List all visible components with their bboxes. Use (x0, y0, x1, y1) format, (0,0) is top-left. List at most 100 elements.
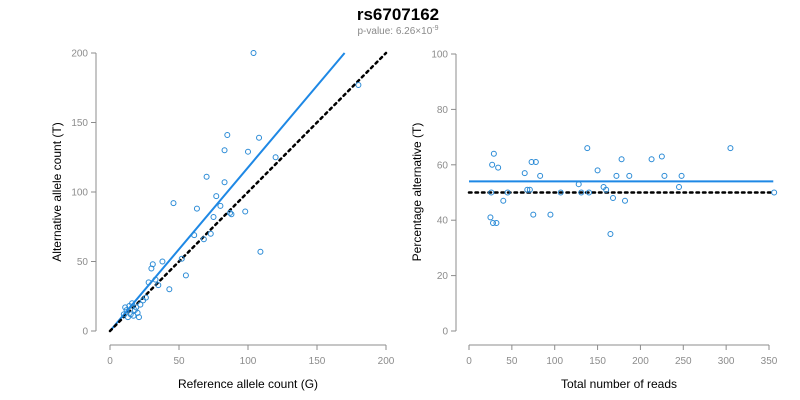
data-point (256, 134, 263, 141)
right-scatter-panel: 0 20 40 60 80 100 0 50 100 150 200 250 300 350 Total… (410, 50, 778, 392)
y-tick-label: 40 (437, 216, 449, 227)
y-tick-label: 0 (442, 327, 448, 338)
data-point (203, 173, 210, 180)
data-point (170, 200, 177, 207)
y-tick-label: 80 (437, 105, 449, 116)
data-point (191, 232, 198, 239)
data-point (213, 193, 220, 200)
left-y-axis-title: Alternative allele count (T) (50, 122, 64, 261)
subtitle-prefix: p-value: 6.26×10 (357, 26, 432, 37)
data-point (557, 189, 564, 196)
data-point (123, 307, 130, 314)
data-point (530, 211, 537, 218)
y-tick-label: 100 (71, 188, 88, 199)
data-point (159, 258, 166, 265)
data-point (771, 189, 778, 196)
left-x-ticks: 0 50 100 150 200 (107, 345, 395, 367)
data-point (489, 161, 496, 168)
left-lines (108, 51, 388, 333)
data-point (210, 214, 217, 221)
data-point (661, 172, 668, 179)
data-point (217, 202, 224, 209)
data-point (607, 231, 614, 238)
data-point (137, 301, 144, 308)
x-tick-label: 200 (378, 356, 395, 367)
right-x-ticks: 0 50 100 150 200 250 300 350 (466, 345, 778, 367)
x-tick-label: 150 (589, 356, 606, 367)
data-point (488, 189, 495, 196)
data-point (727, 145, 734, 152)
data-point (493, 219, 500, 226)
x-tick-label: 100 (546, 356, 563, 367)
right-y-axis-title: Percentage alternative (T) (410, 123, 424, 262)
y-tick-label: 50 (77, 257, 89, 268)
data-point (490, 219, 496, 226)
data-point (227, 209, 234, 216)
right-x-axis-title: Total number of reads (561, 377, 677, 391)
data-point (526, 186, 533, 193)
data-point (228, 211, 235, 218)
data-point (622, 197, 628, 204)
x-tick-label: 150 (309, 356, 326, 367)
y-tick-label: 60 (437, 160, 449, 171)
data-point (245, 148, 251, 155)
data-point (528, 159, 535, 166)
data-point (152, 276, 159, 283)
y-tick-label: 100 (431, 50, 448, 61)
subtitle-exponent: -9 (432, 25, 438, 32)
y-tick-label: 0 (82, 327, 88, 338)
data-point (575, 181, 582, 188)
data-point (129, 300, 136, 307)
data-point (648, 156, 655, 163)
data-point (594, 167, 601, 174)
data-point (130, 312, 137, 319)
data-point (272, 154, 279, 161)
data-point (166, 286, 173, 293)
data-point (658, 153, 665, 160)
fit-line (109, 52, 346, 332)
left-points (120, 50, 362, 321)
data-point (500, 197, 507, 204)
data-point (584, 145, 591, 152)
left-y-ticks: 0 50 100 150 200 (71, 49, 96, 338)
data-point (626, 172, 633, 179)
x-tick-label: 0 (466, 356, 472, 367)
data-point (250, 50, 257, 56)
data-point (618, 156, 625, 163)
data-point (242, 208, 249, 215)
data-point (487, 214, 494, 221)
y-tick-label: 150 (71, 118, 88, 129)
x-tick-label: 50 (173, 356, 185, 367)
data-point (207, 230, 214, 237)
chart-title: rs6707162 (357, 5, 439, 24)
chart-subtitle: p-value: 6.26×10-9 (357, 25, 438, 37)
y-tick-label: 200 (71, 49, 88, 60)
y-tick-label: 20 (437, 271, 449, 282)
data-point (586, 189, 592, 196)
data-point (537, 172, 544, 179)
data-point (224, 132, 231, 139)
x-tick-label: 0 (107, 356, 113, 367)
x-tick-label: 100 (240, 356, 257, 367)
right-lines (467, 180, 775, 194)
data-point (678, 172, 685, 179)
data-point (120, 311, 127, 318)
data-point (257, 248, 264, 255)
data-point (578, 189, 585, 196)
data-point (490, 150, 497, 157)
x-tick-label: 50 (506, 356, 518, 367)
data-point (524, 186, 531, 193)
data-point (532, 159, 539, 166)
data-point (221, 147, 228, 154)
data-point (676, 183, 682, 190)
data-point (355, 81, 362, 88)
data-point (193, 205, 200, 212)
reference-line (108, 51, 388, 333)
data-point (200, 236, 207, 243)
x-tick-label: 300 (718, 356, 735, 367)
data-point (155, 282, 162, 289)
data-point (145, 279, 152, 286)
data-point (221, 179, 228, 186)
data-point (149, 261, 156, 268)
